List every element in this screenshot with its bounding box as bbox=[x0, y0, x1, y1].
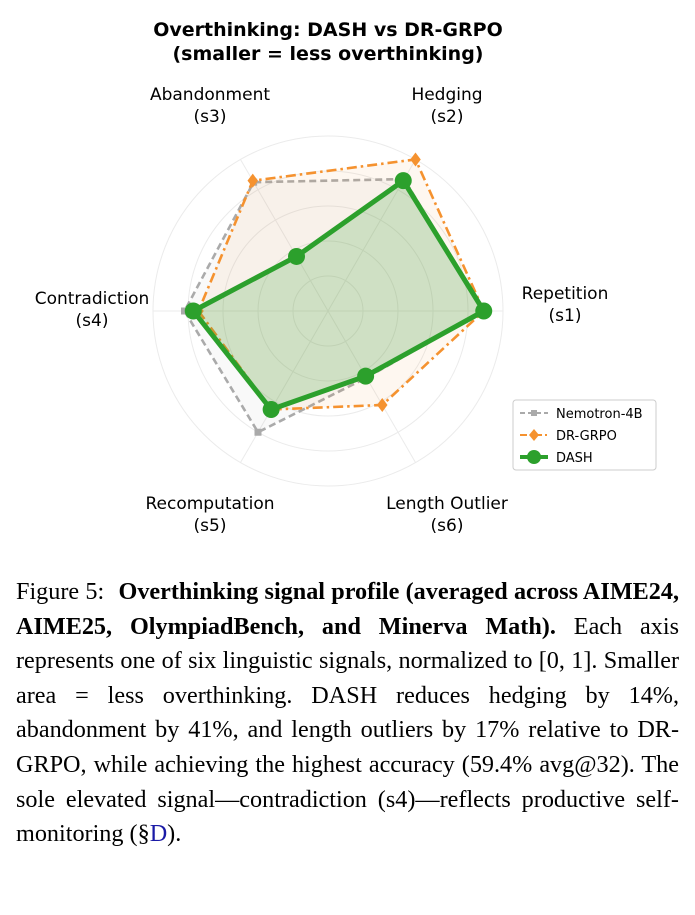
series-2-point-1 bbox=[475, 302, 493, 320]
radar-grid bbox=[152, 135, 504, 487]
chart-title-line2: (smaller = less overthinking) bbox=[173, 43, 484, 65]
series-0-point-5 bbox=[254, 428, 262, 436]
grid-spoke-6 bbox=[327, 310, 416, 463]
axis-code-6: (s6) bbox=[431, 516, 464, 536]
chart-legend: Nemotron-4B DR-GRPO DASH bbox=[512, 399, 657, 471]
legend-label-0: Nemotron-4B bbox=[556, 407, 643, 422]
series-area-1 bbox=[198, 159, 484, 410]
legend-label-1: DR-GRPO bbox=[556, 429, 617, 444]
series-2-point-5 bbox=[262, 401, 280, 419]
series-2-point-2 bbox=[394, 172, 412, 190]
caption-title: Overthinking signal profile (averaged ac… bbox=[16, 578, 680, 640]
series-area-2 bbox=[193, 180, 484, 410]
axis-label-1: Repetition bbox=[522, 284, 609, 304]
axis-label-3: Abandonment bbox=[150, 85, 270, 105]
series-1-point-3 bbox=[247, 173, 258, 188]
legend-marker-0 bbox=[531, 410, 537, 416]
legend-marker-1 bbox=[529, 429, 539, 441]
legend-label-2: DASH bbox=[556, 451, 593, 466]
radar-axis-labels: Repetition(s1) Hedging(s2) Abandonment(s3)… bbox=[35, 85, 609, 536]
figure-caption: Figure 5: Overthinking signal profile (a… bbox=[16, 575, 679, 852]
axis-code-4: (s4) bbox=[76, 311, 109, 331]
axis-label-5: Recomputation bbox=[145, 494, 274, 514]
radar-chart-svg: Overthinking: DASH vs DR-GRPO (smaller =… bbox=[35, 19, 657, 536]
legend-marker-2 bbox=[527, 450, 541, 464]
grid-spoke-5 bbox=[240, 310, 329, 463]
axis-label-2: Hedging bbox=[411, 85, 482, 105]
series-2-point-4 bbox=[184, 302, 202, 320]
series-area-0 bbox=[184, 179, 484, 433]
radar-chart: Overthinking: DASH vs DR-GRPO (smaller =… bbox=[35, 19, 657, 536]
series-2-point-6 bbox=[357, 367, 375, 385]
axis-code-1: (s1) bbox=[549, 306, 582, 326]
chart-title-line1: Overthinking: DASH vs DR-GRPO bbox=[153, 19, 503, 41]
caption-text-1: Each axis represents one of six linguist… bbox=[16, 612, 679, 675]
caption-text-2: . Smaller area = less overthinking. DASH… bbox=[16, 647, 680, 848]
series-0-point-4 bbox=[181, 307, 188, 315]
axis-code-3: (s3) bbox=[194, 107, 227, 127]
caption-math-range: [0, 1] bbox=[538, 647, 592, 675]
axis-code-5: (s5) bbox=[194, 516, 227, 536]
figure-label: Figure 5: bbox=[16, 578, 105, 605]
axis-code-2: (s2) bbox=[431, 107, 464, 127]
axis-label-6: Length Outlier bbox=[386, 494, 508, 514]
series-2-point-3 bbox=[288, 247, 305, 265]
axis-label-4: Contradiction bbox=[35, 289, 150, 309]
series-1-point-6 bbox=[377, 397, 388, 412]
series-1-point-2 bbox=[410, 152, 421, 167]
caption-text-3: ). bbox=[167, 820, 182, 848]
radar-series-layer bbox=[181, 152, 493, 436]
series-2 bbox=[184, 172, 493, 419]
caption-reference-link[interactable]: D bbox=[149, 820, 168, 848]
legend-box bbox=[512, 399, 657, 471]
